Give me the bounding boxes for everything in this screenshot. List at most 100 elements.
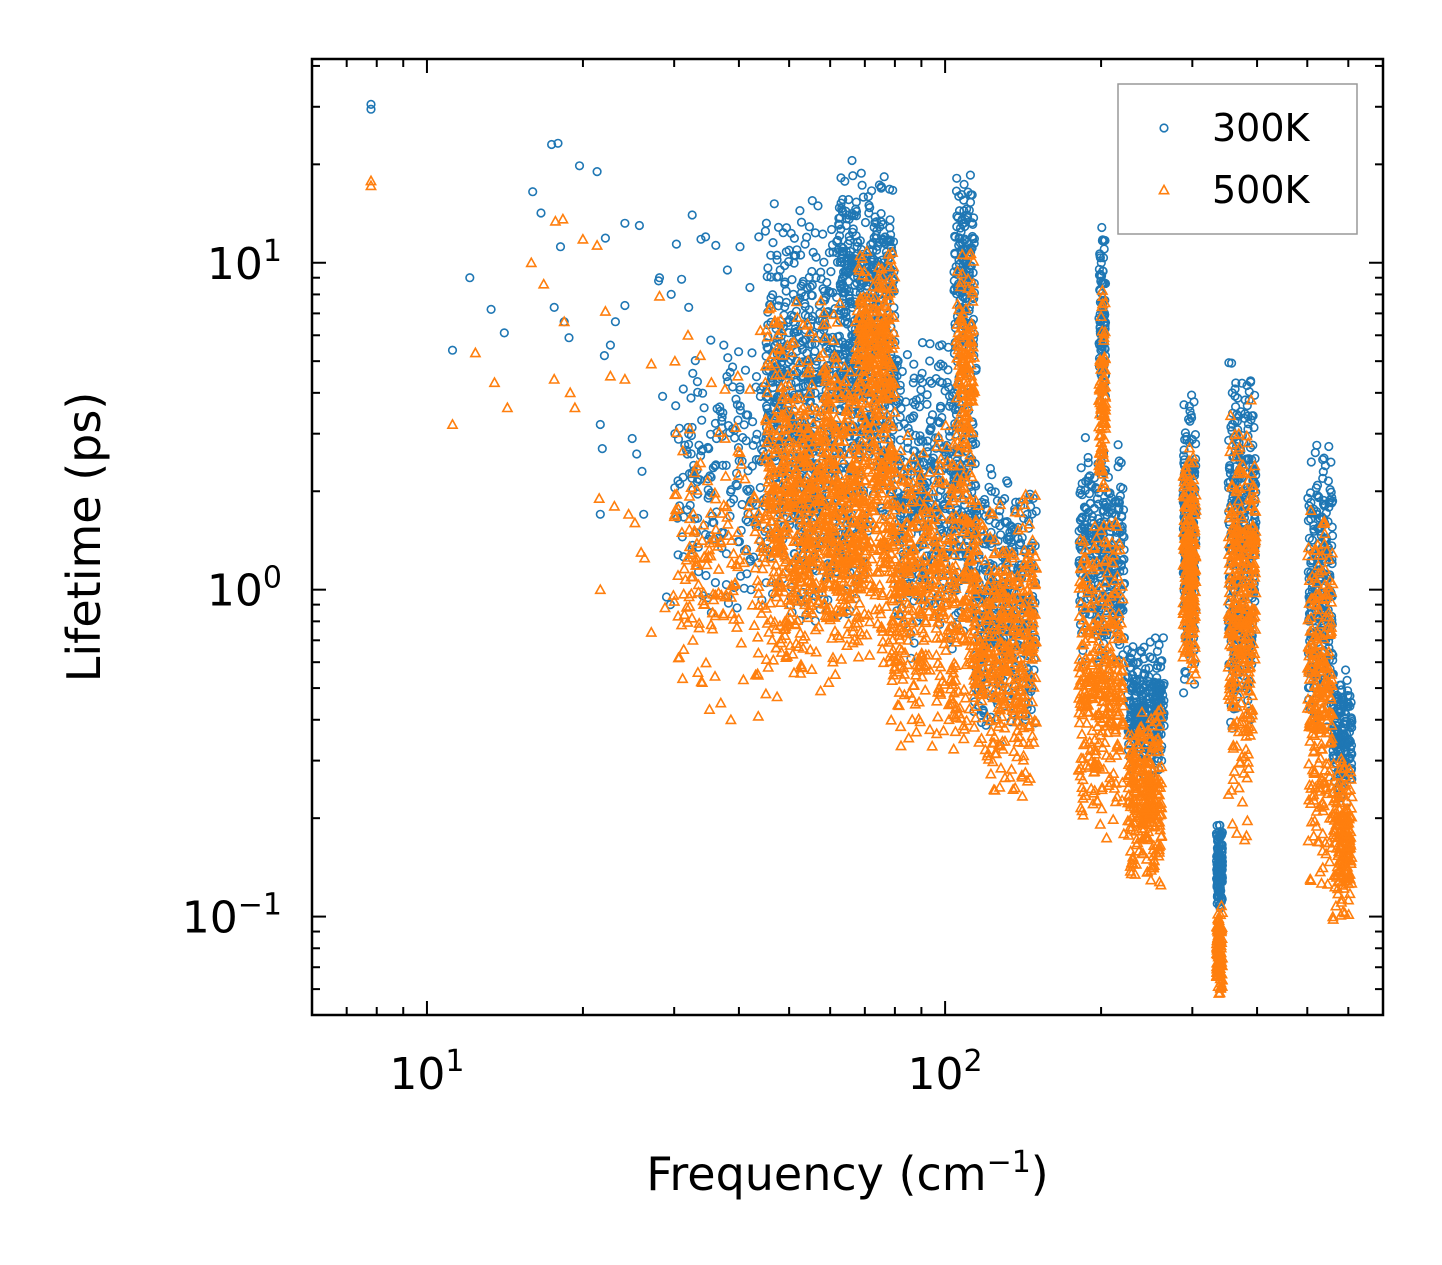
circle-point (781, 286, 791, 296)
circle-point (927, 410, 938, 420)
circle-point (895, 385, 906, 396)
circle-point (837, 206, 847, 216)
circle-point (696, 234, 706, 244)
circle-point (857, 180, 867, 190)
circle-point (847, 155, 857, 166)
circle-point (743, 466, 753, 476)
circle-point (605, 340, 616, 350)
circle-point (819, 325, 829, 335)
circle-point (735, 405, 745, 415)
circle-point (752, 429, 762, 439)
circle-point (366, 99, 376, 109)
circle-point (597, 444, 607, 454)
circle-point (772, 250, 782, 260)
circle-point (876, 209, 886, 219)
circle-point (742, 569, 752, 579)
circle-point (653, 276, 664, 286)
circle-point (816, 274, 826, 284)
circle-point (697, 415, 707, 425)
circle-point (933, 362, 944, 372)
circle-point (909, 411, 919, 421)
circle-point (748, 440, 758, 451)
circle-point (821, 342, 832, 353)
circle-point (851, 211, 862, 221)
circle-point (673, 550, 683, 560)
circle-point (810, 346, 820, 357)
circle-point (703, 493, 713, 503)
circle-point (666, 289, 676, 300)
circle-point (833, 245, 844, 255)
circle-point (755, 483, 765, 493)
circle-point (732, 481, 742, 491)
circle-point (800, 310, 810, 320)
circle-point (701, 570, 711, 581)
circle-point (834, 219, 844, 229)
circle-point (811, 273, 821, 283)
circle-point (600, 233, 611, 243)
circle-point (845, 236, 855, 246)
circle-point (838, 267, 849, 277)
circle-point (808, 247, 818, 257)
circle-point (925, 356, 935, 366)
circle-point (723, 377, 733, 387)
circle-point (798, 382, 808, 392)
circle-point (922, 442, 933, 452)
circle-point (796, 288, 807, 298)
circle-point (885, 230, 896, 240)
circle-point (866, 255, 876, 265)
circle-point (866, 186, 877, 196)
circle-point (841, 301, 851, 311)
circle-point (885, 215, 895, 225)
circle-point (766, 272, 776, 282)
circle-point (769, 199, 779, 209)
circle-point (934, 341, 945, 351)
circle-point (735, 401, 745, 411)
circle-point (710, 461, 720, 471)
circle-point (804, 272, 814, 283)
circle-point (688, 368, 698, 379)
circle-point (708, 463, 718, 473)
circle-point (687, 473, 697, 483)
circle-point (553, 138, 563, 148)
circle-point (743, 486, 753, 496)
circle-point (813, 201, 823, 211)
circle-point (838, 350, 848, 360)
circle-point (966, 481, 976, 492)
circle-point (447, 345, 458, 355)
circle-point (768, 238, 778, 248)
circle-point (690, 356, 700, 366)
circle-point (719, 340, 729, 350)
circle-point (682, 505, 692, 515)
circle-point (780, 302, 790, 312)
circle-point (737, 456, 747, 466)
circle-point (728, 424, 738, 434)
circle-point (833, 235, 843, 245)
circle-point (732, 603, 742, 613)
circle-point (673, 434, 684, 444)
circle-point (834, 231, 845, 241)
circle-point (925, 339, 935, 349)
circle-point (848, 331, 858, 342)
circle-point (804, 339, 815, 349)
circle-point (825, 288, 835, 298)
circle-point (632, 449, 642, 459)
circle-point (847, 373, 857, 383)
circle-point (686, 430, 697, 441)
circle-point (738, 433, 748, 443)
circle-point (843, 195, 854, 205)
circle-point (927, 378, 937, 389)
circle-point (909, 638, 919, 648)
circle-point (765, 300, 775, 310)
circle-point (879, 172, 889, 182)
circle-point (794, 383, 804, 393)
circle-point (735, 382, 745, 392)
circle-point (528, 187, 538, 197)
circle-point (676, 274, 687, 284)
circle-point (789, 250, 799, 260)
circle-point (795, 250, 806, 260)
circle-point (733, 347, 744, 357)
circle-point (366, 104, 376, 114)
circle-point (564, 333, 574, 343)
circle-point (637, 466, 647, 477)
